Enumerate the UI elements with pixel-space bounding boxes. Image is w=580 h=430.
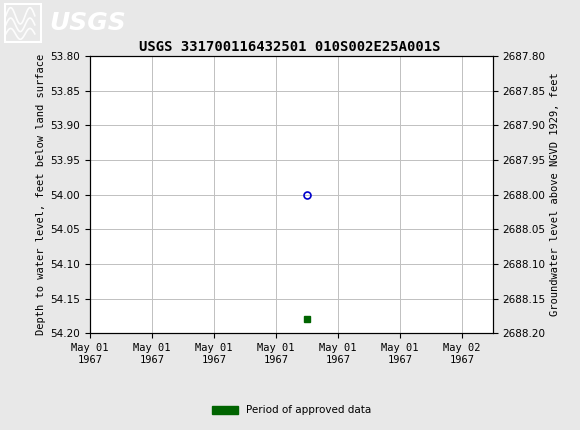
Text: USGS 331700116432501 010S002E25A001S: USGS 331700116432501 010S002E25A001S (139, 40, 441, 54)
Y-axis label: Depth to water level, feet below land surface: Depth to water level, feet below land su… (36, 54, 46, 335)
Y-axis label: Groundwater level above NGVD 1929, feet: Groundwater level above NGVD 1929, feet (550, 73, 560, 316)
Bar (5, 3, 41, 42)
Text: USGS: USGS (49, 11, 126, 34)
Legend: Period of approved data: Period of approved data (208, 401, 375, 420)
